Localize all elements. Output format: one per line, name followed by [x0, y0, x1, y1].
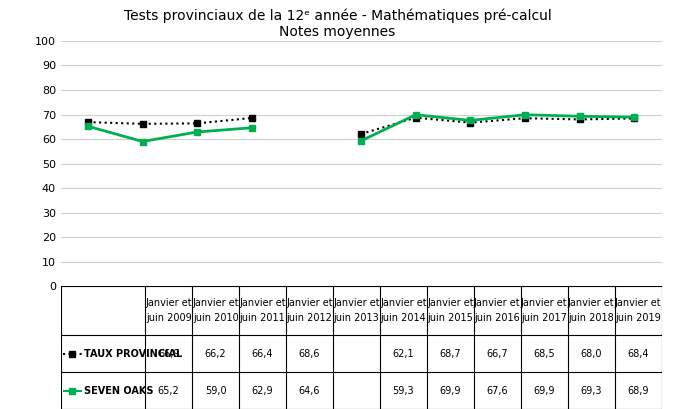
Text: Janvier et: Janvier et	[239, 299, 286, 308]
Text: Tests provinciaux de la 12ᵉ année - Mathématiques pré-calcul
Notes moyennes: Tests provinciaux de la 12ᵉ année - Math…	[124, 8, 551, 39]
Text: 69,3: 69,3	[580, 386, 602, 396]
Text: Janvier et: Janvier et	[380, 299, 427, 308]
Text: Janvier et: Janvier et	[427, 299, 474, 308]
Text: 62,1: 62,1	[393, 349, 414, 359]
Text: juin 2019: juin 2019	[615, 313, 661, 323]
Text: juin 2016: juin 2016	[475, 313, 520, 323]
Text: 66,4: 66,4	[252, 349, 273, 359]
Text: juin 2009: juin 2009	[146, 313, 192, 323]
Text: Janvier et: Janvier et	[568, 299, 614, 308]
Text: 68,9: 68,9	[627, 386, 649, 396]
Text: 59,3: 59,3	[393, 386, 414, 396]
Text: juin 2012: juin 2012	[287, 313, 332, 323]
Text: 69,9: 69,9	[533, 386, 555, 396]
Text: SEVEN OAKS: SEVEN OAKS	[84, 386, 154, 396]
Text: 68,4: 68,4	[627, 349, 649, 359]
Text: TAUX PROVINCIAL: TAUX PROVINCIAL	[84, 349, 182, 359]
Text: Janvier et: Janvier et	[615, 299, 662, 308]
Text: Janvier et: Janvier et	[333, 299, 380, 308]
Text: 68,0: 68,0	[580, 349, 602, 359]
Text: juin 2010: juin 2010	[193, 313, 238, 323]
Text: juin 2011: juin 2011	[240, 313, 286, 323]
Text: 59,0: 59,0	[205, 386, 226, 396]
Text: Janvier et: Janvier et	[145, 299, 192, 308]
Text: 66,7: 66,7	[487, 349, 508, 359]
Text: Janvier et: Janvier et	[192, 299, 239, 308]
Text: 62,9: 62,9	[252, 386, 273, 396]
Text: Janvier et: Janvier et	[521, 299, 568, 308]
Text: 66,9: 66,9	[158, 349, 180, 359]
Text: 68,7: 68,7	[439, 349, 461, 359]
Text: juin 2018: juin 2018	[568, 313, 614, 323]
Text: 68,5: 68,5	[533, 349, 555, 359]
Text: 66,2: 66,2	[205, 349, 226, 359]
Text: juin 2017: juin 2017	[521, 313, 567, 323]
Text: juin 2013: juin 2013	[333, 313, 379, 323]
Text: juin 2014: juin 2014	[381, 313, 426, 323]
Text: 69,9: 69,9	[439, 386, 461, 396]
Text: Janvier et: Janvier et	[286, 299, 333, 308]
Text: 67,6: 67,6	[487, 386, 508, 396]
Text: 64,6: 64,6	[299, 386, 320, 396]
Text: juin 2015: juin 2015	[427, 313, 473, 323]
Text: 65,2: 65,2	[158, 386, 180, 396]
Text: 68,6: 68,6	[299, 349, 320, 359]
Text: Janvier et: Janvier et	[474, 299, 520, 308]
